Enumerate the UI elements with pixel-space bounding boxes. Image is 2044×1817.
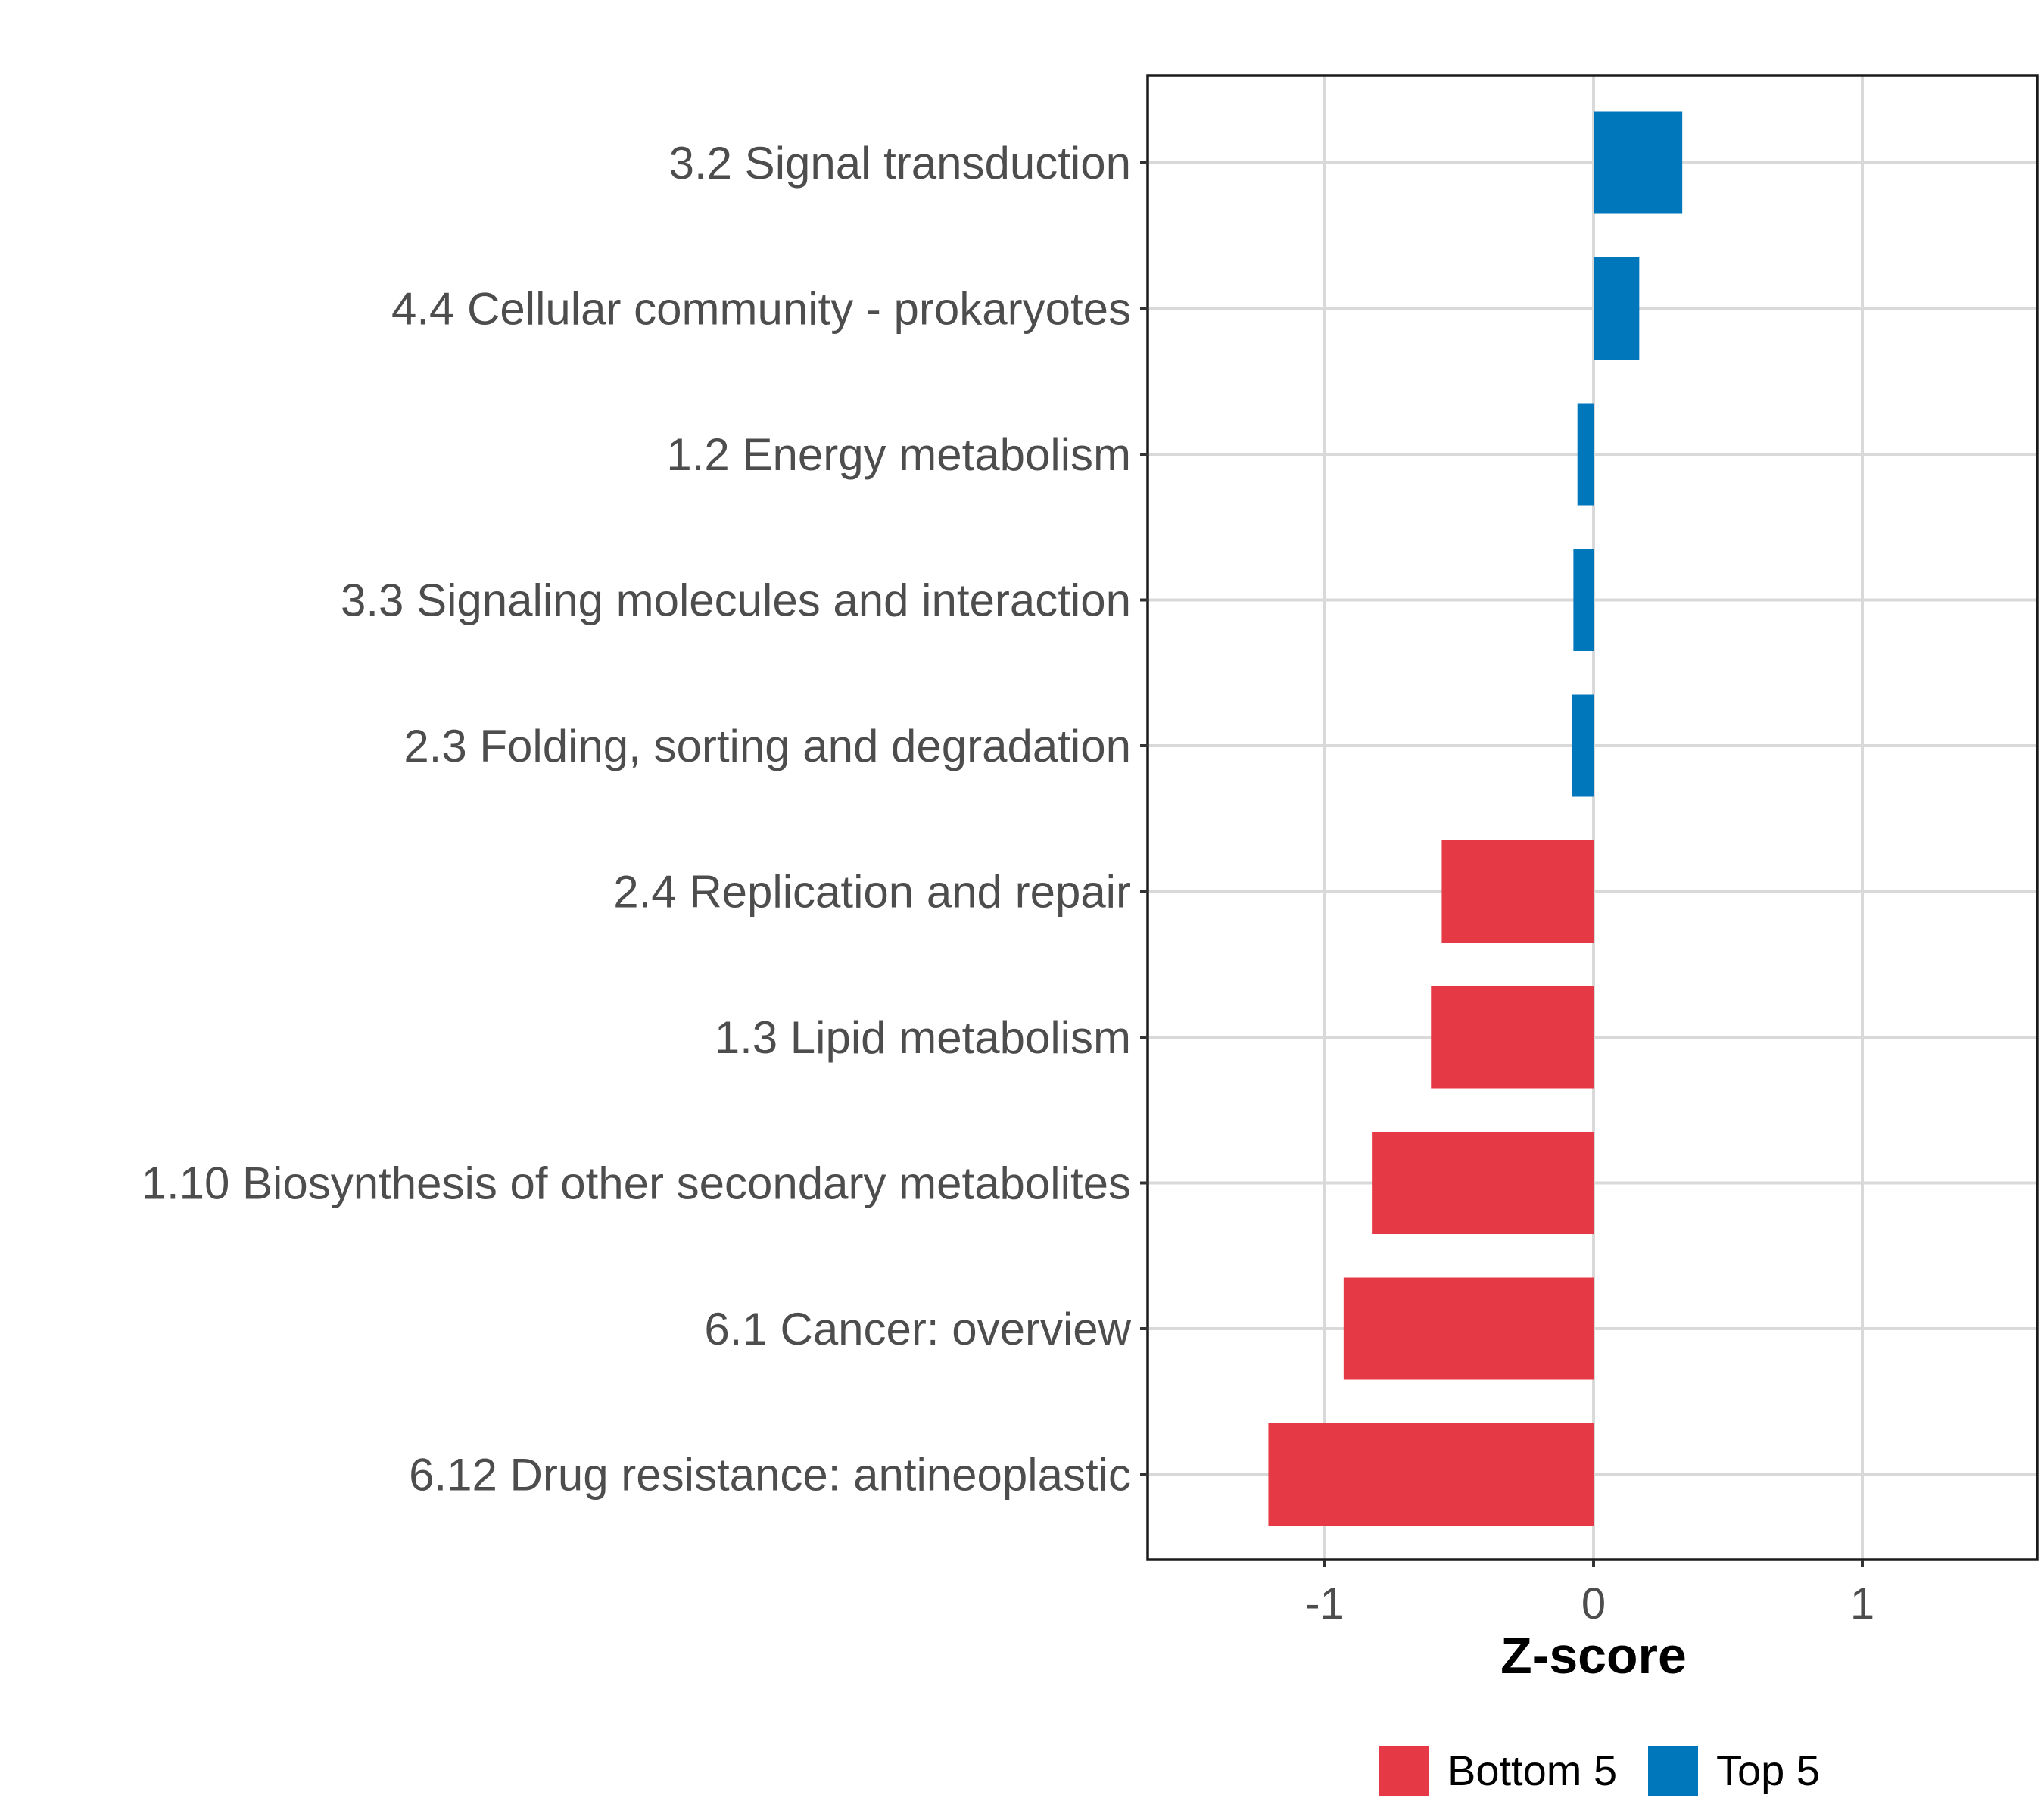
bar	[1372, 1132, 1594, 1234]
y-tick-label: 1.2 Energy metabolism	[666, 429, 1131, 480]
legend-swatch	[1379, 1746, 1429, 1796]
y-tick-label: 6.1 Cancer: overview	[704, 1304, 1131, 1354]
bar	[1572, 694, 1594, 797]
legend: Bottom 5 Top 5	[1379, 1746, 1820, 1796]
legend-label: Bottom 5	[1447, 1747, 1617, 1794]
bar	[1594, 257, 1640, 360]
bars	[1268, 111, 1683, 1526]
y-tick-label: 6.12 Drug resistance: antineoplastic	[409, 1450, 1131, 1501]
bar	[1573, 549, 1594, 651]
bar	[1441, 840, 1594, 943]
legend-label: Top 5	[1716, 1747, 1820, 1794]
x-tick-label: -1	[1305, 1579, 1344, 1628]
y-tick-label: 1.10 Biosynthesis of other secondary met…	[142, 1158, 1131, 1209]
bar	[1577, 403, 1594, 506]
bar	[1343, 1277, 1594, 1380]
bar	[1594, 111, 1683, 214]
y-axis: 3.2 Signal transduction 4.4 Cellular comm…	[142, 138, 1148, 1501]
x-tick-label: 1	[1850, 1579, 1874, 1628]
x-axis-title: Z-score	[1500, 1627, 1687, 1685]
y-tick-label: 4.4 Cellular community - prokaryotes	[391, 284, 1131, 335]
y-tick-label: 3.3 Signaling molecules and interaction	[341, 575, 1131, 626]
y-tick-label: 3.2 Signal transduction	[669, 138, 1131, 189]
y-tick-label: 2.4 Replication and repair	[613, 867, 1131, 918]
legend-swatch	[1648, 1746, 1698, 1796]
x-axis: -1 0 1	[1305, 1560, 1874, 1628]
bar	[1268, 1423, 1594, 1526]
bar	[1431, 986, 1594, 1089]
x-tick-label: 0	[1581, 1579, 1606, 1628]
y-tick-label: 2.3 Folding, sorting and degradation	[404, 721, 1131, 771]
y-tick-label: 1.3 Lipid metabolism	[715, 1012, 1131, 1063]
